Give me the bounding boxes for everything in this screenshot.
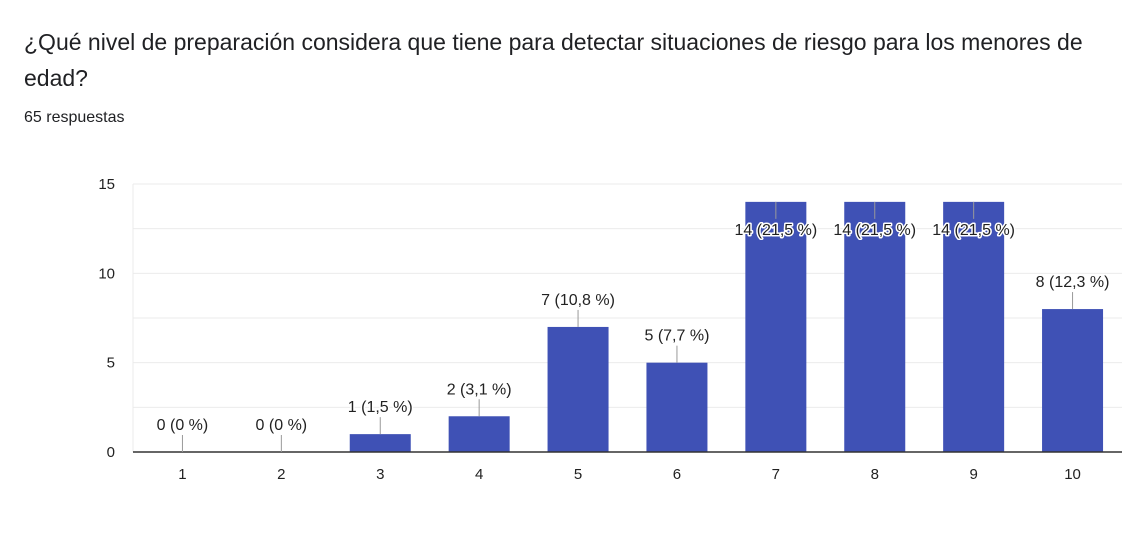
x-tick-label: 2	[277, 466, 285, 483]
bar	[349, 434, 411, 452]
bar	[1042, 309, 1104, 452]
bar	[646, 362, 708, 452]
y-tick-label: 5	[107, 355, 115, 372]
data-labels: 0 (0 %) 0 (0 %) 1 (1,5 %) 2 (3,1 %) 7 (10,8 …	[155, 201, 1111, 452]
data-label: 0 (0 %)	[157, 417, 209, 434]
data-label: 5 (7,7 %)	[644, 328, 709, 345]
data-label: 14 (21,5 %)	[932, 222, 1015, 239]
bars	[349, 201, 1104, 452]
bar	[547, 326, 609, 452]
x-tick-label: 7	[772, 466, 780, 483]
y-tick-label: 15	[98, 176, 115, 193]
data-label: 1 (1,5 %)	[348, 399, 413, 416]
x-tick-label: 9	[969, 466, 977, 483]
x-tick-label: 1	[178, 466, 186, 483]
data-label: 14 (21,5 %)	[833, 222, 916, 239]
y-tick-label: 10	[98, 265, 115, 282]
x-tick-label: 8	[871, 466, 879, 483]
bar	[745, 201, 807, 452]
data-label: 7 (10,8 %)	[541, 292, 615, 309]
bar	[844, 201, 906, 452]
data-label: 8 (12,3 %)	[1036, 274, 1110, 291]
bar	[448, 416, 510, 452]
x-tick-label: 4	[475, 466, 483, 483]
bar	[943, 201, 1005, 452]
data-label: 0 (0 %)	[256, 417, 308, 434]
x-tick-label: 6	[673, 466, 681, 483]
x-tick-label: 10	[1064, 466, 1081, 483]
response-count: 65 respuestas	[24, 109, 125, 126]
x-axis-ticks: 1 2 3 4 5 6 7 8 9 10	[178, 466, 1081, 483]
data-label: 14 (21,5 %)	[734, 222, 817, 239]
y-tick-label: 0	[107, 444, 115, 461]
data-label: 2 (3,1 %)	[447, 381, 512, 398]
y-axis-ticks: 0 5 10 15	[98, 176, 115, 461]
x-tick-label: 5	[574, 466, 582, 483]
question-title: ¿Qué nivel de preparación considera que …	[24, 29, 1083, 91]
x-tick-label: 3	[376, 466, 384, 483]
